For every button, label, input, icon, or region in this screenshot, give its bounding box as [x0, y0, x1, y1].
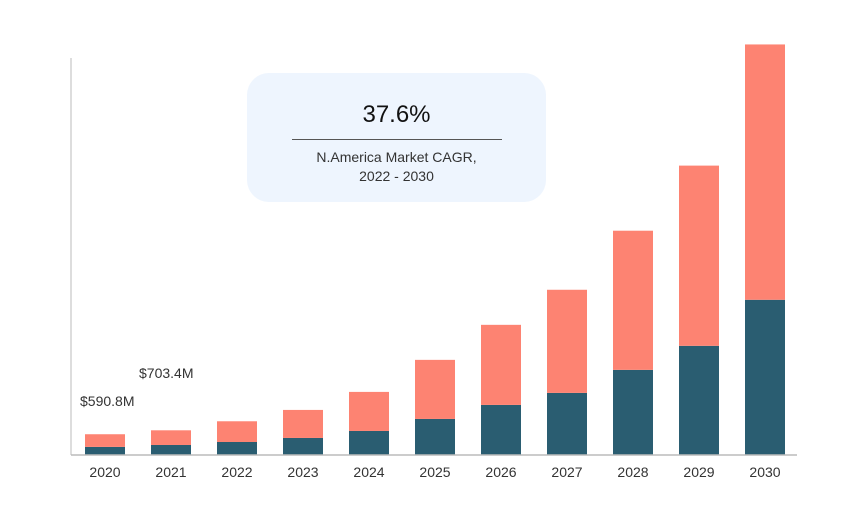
bar-2027-segment-0	[547, 392, 587, 455]
x-tick-label: 2027	[551, 464, 582, 480]
bar-2024-segment-0	[349, 430, 389, 455]
x-tick-label: 2023	[287, 464, 318, 480]
bar-2021-segment-0	[151, 444, 191, 455]
cagr-value: 37.6%	[362, 101, 431, 128]
x-tick-label: 2020	[89, 464, 120, 480]
bar-2029-segment-0	[679, 345, 719, 455]
bar-2028-segment-1	[613, 230, 653, 370]
x-tick-label: 2030	[749, 464, 780, 480]
bar-2026-segment-1	[481, 324, 521, 405]
bar-2027-segment-1	[547, 289, 587, 393]
bar-2023-segment-1	[283, 409, 323, 438]
annotation-2020: $590.8M	[80, 393, 135, 409]
cagr-callout: 37.6% N.America Market CAGR, 2022 - 2030	[247, 73, 546, 202]
cagr-label-line1: N.America Market CAGR,	[316, 149, 477, 165]
bar-2030-segment-1	[745, 44, 785, 300]
bar-2025-segment-0	[415, 418, 455, 455]
bar-2026-segment-0	[481, 404, 521, 455]
x-tick-label: 2021	[155, 464, 186, 480]
bar-2029-segment-1	[679, 165, 719, 346]
bar-2030-segment-0	[745, 299, 785, 455]
x-tick-label: 2024	[353, 464, 384, 480]
bar-2021-segment-1	[151, 430, 191, 445]
bar-2020-segment-0	[85, 446, 125, 455]
bar-2023-segment-0	[283, 437, 323, 455]
x-tick-label: 2025	[419, 464, 450, 480]
cagr-label: N.America Market CAGR, 2022 - 2030	[247, 148, 546, 186]
bar-2025-segment-1	[415, 359, 455, 419]
x-tick-label: 2028	[617, 464, 648, 480]
annotation-2021: $703.4M	[139, 365, 194, 381]
x-tick-label: 2029	[683, 464, 714, 480]
bar-2022-segment-0	[217, 442, 257, 455]
cagr-label-line2: 2022 - 2030	[359, 168, 434, 184]
callout-divider	[291, 139, 502, 140]
x-tick-label: 2026	[485, 464, 516, 480]
bar-2024-segment-1	[349, 391, 389, 431]
bar-2022-segment-1	[217, 421, 257, 443]
bar-2028-segment-0	[613, 369, 653, 455]
x-tick-label: 2022	[221, 464, 252, 480]
bar-2020-segment-1	[85, 434, 125, 447]
